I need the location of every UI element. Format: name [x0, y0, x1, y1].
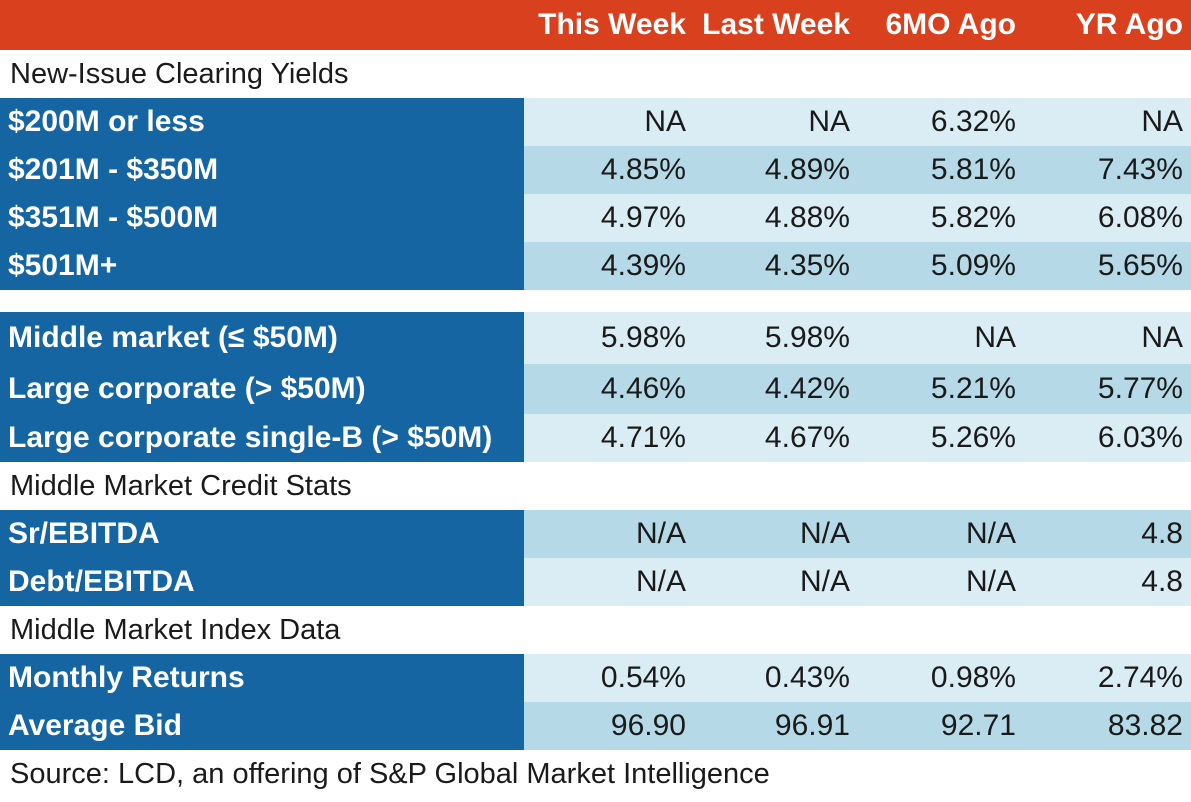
table-row: Average Bid 96.90 96.91 92.71 83.82 — [0, 702, 1191, 750]
row-label: $200M or less — [0, 98, 524, 146]
table-row: Sr/EBITDA N/A N/A N/A 4.8 — [0, 510, 1191, 558]
row-label: Middle market (≤ $50M) — [0, 312, 524, 364]
cell-last-week: 4.42% — [764, 372, 850, 405]
section-title: Middle Market Credit Stats — [10, 469, 352, 502]
row-label: Monthly Returns — [0, 654, 524, 702]
cell-6mo-ago: 0.98% — [930, 661, 1016, 694]
table-row: Large corporate (> $50M) 4.46% 4.42% 5.2… — [0, 364, 1191, 414]
row-label: Debt/EBITDA — [0, 558, 524, 606]
table-row: $501M+ 4.39% 4.35% 5.09% 5.65% — [0, 242, 1191, 290]
cell-yr-ago: 5.65% — [1097, 249, 1183, 282]
table-row: Large corporate single-B (> $50M) 4.71% … — [0, 414, 1191, 462]
cell-yr-ago: 2.74% — [1097, 661, 1183, 694]
table-row: $201M - $350M 4.85% 4.89% 5.81% 7.43% — [0, 146, 1191, 194]
cell-this-week: 4.71% — [600, 421, 686, 454]
section-title: New-Issue Clearing Yields — [10, 57, 349, 90]
row-spacer — [0, 290, 1191, 312]
cell-yr-ago: 6.03% — [1097, 421, 1183, 454]
cell-last-week: 4.88% — [764, 201, 850, 234]
cell-yr-ago: 4.8 — [1141, 517, 1183, 550]
cell-last-week: N/A — [799, 565, 850, 598]
cell-this-week: N/A — [635, 517, 686, 550]
cell-yr-ago: NA — [1141, 321, 1183, 354]
cell-last-week: 4.89% — [764, 153, 850, 186]
row-label: Large corporate single-B (> $50M) — [0, 414, 524, 462]
cell-this-week: N/A — [635, 565, 686, 598]
table-row: Debt/EBITDA N/A N/A N/A 4.8 — [0, 558, 1191, 606]
cell-last-week: 4.67% — [764, 421, 850, 454]
cell-yr-ago: 83.82 — [1107, 709, 1183, 742]
header-row: This Week Last Week 6MO Ago YR Ago — [0, 0, 1191, 50]
row-label: $501M+ — [0, 242, 524, 290]
table-row: Middle market (≤ $50M) 5.98% 5.98% NA NA — [0, 312, 1191, 364]
cell-yr-ago: 7.43% — [1097, 153, 1183, 186]
cell-6mo-ago: 5.21% — [930, 372, 1016, 405]
header-corner — [0, 0, 524, 50]
row-label: $201M - $350M — [0, 146, 524, 194]
cell-this-week: 4.39% — [600, 249, 686, 282]
row-label: Sr/EBITDA — [0, 510, 524, 558]
cell-last-week: 5.98% — [764, 321, 850, 354]
table-row: $200M or less NA NA 6.32% NA — [0, 98, 1191, 146]
cell-this-week: 0.54% — [600, 661, 686, 694]
col-header-this-week: This Week — [538, 8, 686, 41]
source-row: Source: LCD, an offering of S&P Global M… — [0, 750, 1191, 798]
section-title: Middle Market Index Data — [10, 613, 341, 646]
cell-last-week: 96.91 — [774, 709, 850, 742]
section-credit-stats: Middle Market Credit Stats — [0, 462, 1191, 510]
cell-6mo-ago: 6.32% — [930, 105, 1016, 138]
col-header-6mo-ago: 6MO Ago — [885, 8, 1016, 41]
cell-yr-ago: 6.08% — [1097, 201, 1183, 234]
cell-yr-ago: 5.77% — [1097, 372, 1183, 405]
cell-last-week: 0.43% — [764, 661, 850, 694]
section-new-issue: New-Issue Clearing Yields — [0, 50, 1191, 98]
cell-last-week: 4.35% — [764, 249, 850, 282]
cell-this-week: NA — [644, 105, 686, 138]
cell-this-week: 96.90 — [610, 709, 686, 742]
cell-6mo-ago: N/A — [965, 517, 1016, 550]
row-label: Large corporate (> $50M) — [0, 364, 524, 414]
table-row: Monthly Returns 0.54% 0.43% 0.98% 2.74% — [0, 654, 1191, 702]
cell-last-week: NA — [808, 105, 850, 138]
cell-6mo-ago: 92.71 — [940, 709, 1016, 742]
cell-6mo-ago: 5.81% — [930, 153, 1016, 186]
cell-6mo-ago: N/A — [965, 565, 1016, 598]
cell-6mo-ago: 5.82% — [930, 201, 1016, 234]
cell-yr-ago: 4.8 — [1141, 565, 1183, 598]
cell-this-week: 4.97% — [600, 201, 686, 234]
cell-yr-ago: NA — [1141, 105, 1183, 138]
section-index-data: Middle Market Index Data — [0, 606, 1191, 654]
cell-6mo-ago: 5.09% — [930, 249, 1016, 282]
cell-last-week: N/A — [799, 517, 850, 550]
cell-this-week: 4.85% — [600, 153, 686, 186]
row-label: $351M - $500M — [0, 194, 524, 242]
cell-6mo-ago: 5.26% — [930, 421, 1016, 454]
col-header-last-week: Last Week — [702, 8, 850, 41]
table-row: $351M - $500M 4.97% 4.88% 5.82% 6.08% — [0, 194, 1191, 242]
cell-6mo-ago: NA — [974, 321, 1016, 354]
col-header-yr-ago: YR Ago — [1075, 8, 1183, 41]
cell-this-week: 5.98% — [600, 321, 686, 354]
source-note: Source: LCD, an offering of S&P Global M… — [10, 757, 770, 790]
cell-this-week: 4.46% — [600, 372, 686, 405]
row-label: Average Bid — [0, 702, 524, 750]
